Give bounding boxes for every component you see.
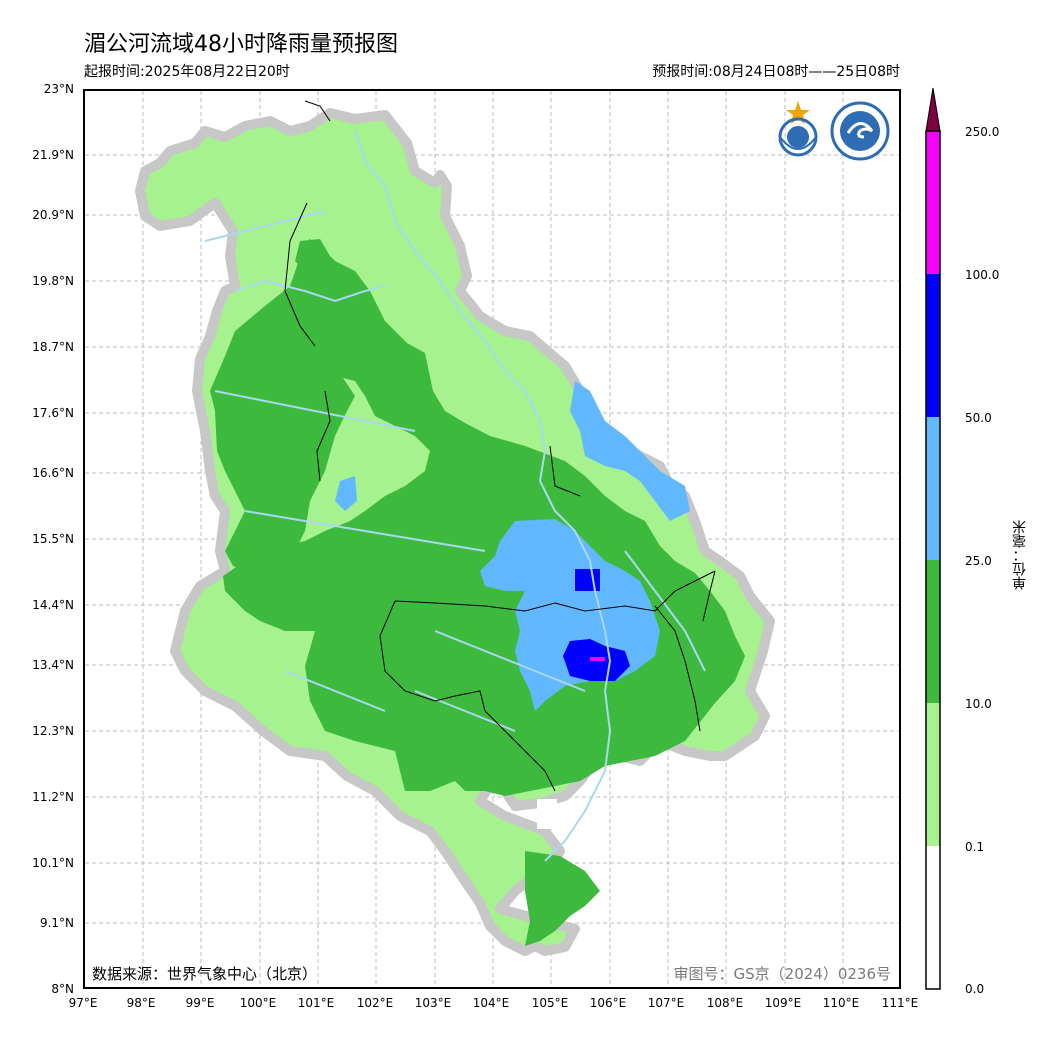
colorbar-label: 100.0 (965, 268, 1000, 282)
x-tick-label: 99°E (185, 996, 215, 1010)
wmo-logo-icon (770, 99, 826, 165)
map-svg (85, 91, 899, 987)
y-tick-label: 10.1°N (32, 856, 74, 870)
rain-zone-25-50-west (335, 476, 357, 511)
x-tick-label: 110°E (822, 996, 860, 1010)
colorbar-unit: 单位：毫米 (1012, 520, 1028, 590)
y-tick-label: 16.6°N (32, 466, 74, 480)
colorbar-label: 50.0 (965, 411, 992, 425)
map-panel (83, 89, 901, 989)
x-tick-label: 107°E (647, 996, 685, 1010)
x-tick-label: 98°E (126, 996, 156, 1010)
x-tick-label: 105°E (531, 996, 569, 1010)
y-tick-label: 8°N (51, 982, 74, 996)
y-tick-label: 17.6°N (32, 406, 74, 420)
colorbar-label: 10.0 (965, 697, 992, 711)
y-tick-label: 11.2°N (32, 790, 74, 804)
colorbar-bin-100-250 (926, 131, 940, 274)
y-tick-label: 21.9°N (32, 148, 74, 162)
x-tick-label: 111°E (881, 996, 919, 1010)
map-title: 湄公河流域48小时降雨量预报图 (84, 32, 398, 57)
y-tick-label: 9.1°N (39, 916, 74, 930)
colorbar-bin-10-25 (926, 560, 940, 703)
y-tick-label: 12.3°N (32, 724, 74, 738)
x-tick-label: 106°E (589, 996, 627, 1010)
data-source: 数据来源：世界气象中心（北京） (92, 965, 318, 983)
y-tick-label: 18.7°N (32, 340, 74, 354)
y-tick-label: 13.4°N (32, 658, 74, 672)
x-tick-label: 101°E (297, 996, 335, 1010)
rain-zone-50-100-north (575, 569, 600, 591)
colorbar-bin-0-0.1 (926, 846, 940, 989)
rain-zone-100-250 (590, 657, 605, 661)
y-tick-label: 23°N (43, 82, 74, 96)
colorbar-bin-25-50 (926, 417, 940, 560)
river-network (204, 130, 706, 862)
y-tick-label: 20.9°N (32, 208, 74, 222)
x-tick-label: 97°E (68, 996, 98, 1010)
x-tick-label: 104°E (472, 996, 510, 1010)
x-tick-label: 108°E (706, 996, 744, 1010)
rain-zone-25-50-east (570, 381, 690, 521)
rain-zone-10-25-nw (295, 239, 345, 276)
y-tick-label: 15.5°N (32, 532, 74, 546)
approval-number: 审图号：GS京（2024）0236号 (673, 965, 892, 983)
no-rain-patch (537, 799, 557, 829)
rain-zone-10-25-south (525, 851, 600, 946)
cma-logo-icon (830, 101, 890, 165)
country-borders (284, 100, 716, 792)
x-tick-label: 103°E (414, 996, 452, 1010)
colorbar-bin-50-100 (926, 274, 940, 417)
colorbar-label: 250.0 (965, 125, 1000, 139)
colorbar (925, 87, 941, 990)
x-tick-label: 102°E (356, 996, 394, 1010)
issue-time: 起报时间:2025年08月22日20时 (84, 64, 290, 80)
colorbar-top-arrow (925, 87, 941, 132)
colorbar-label: 0.0 (965, 982, 985, 996)
y-tick-label: 19.8°N (32, 274, 74, 288)
x-tick-label: 109°E (764, 996, 802, 1010)
y-tick-label: 14.4°N (32, 598, 74, 612)
x-tick-label: 100°E (239, 996, 277, 1010)
forecast-period: 预报时间:08月24日08时——25日08时 (652, 64, 900, 80)
colorbar-bin-0.1-10 (926, 703, 940, 846)
colorbar-label: 25.0 (965, 554, 992, 568)
colorbar-label: 0.1 (965, 840, 985, 854)
